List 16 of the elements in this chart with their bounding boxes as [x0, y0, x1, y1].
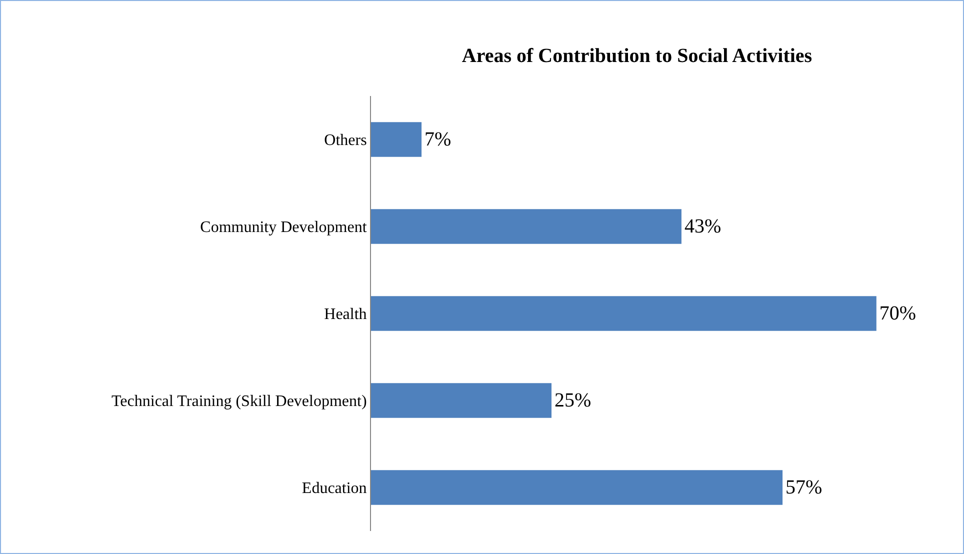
y-tick-label: Others	[324, 132, 367, 150]
data-label: 7%	[424, 128, 452, 150]
y-tick-label: Technical Training (Skill Development)	[112, 393, 367, 410]
y-tick-label: Education	[302, 480, 367, 498]
bar	[371, 470, 783, 505]
data-label: 70%	[879, 302, 916, 324]
bar	[371, 296, 876, 331]
y-tick-label: Health	[324, 306, 367, 324]
bar	[371, 383, 552, 418]
y-tick-label: Community Development	[200, 219, 368, 236]
data-label: 57%	[786, 476, 822, 498]
bar	[371, 209, 682, 244]
bar	[371, 122, 422, 157]
chart-title: Areas of Contribution to Social Activities	[462, 44, 812, 67]
data-label: 25%	[554, 390, 592, 412]
data-label: 43%	[684, 216, 722, 238]
